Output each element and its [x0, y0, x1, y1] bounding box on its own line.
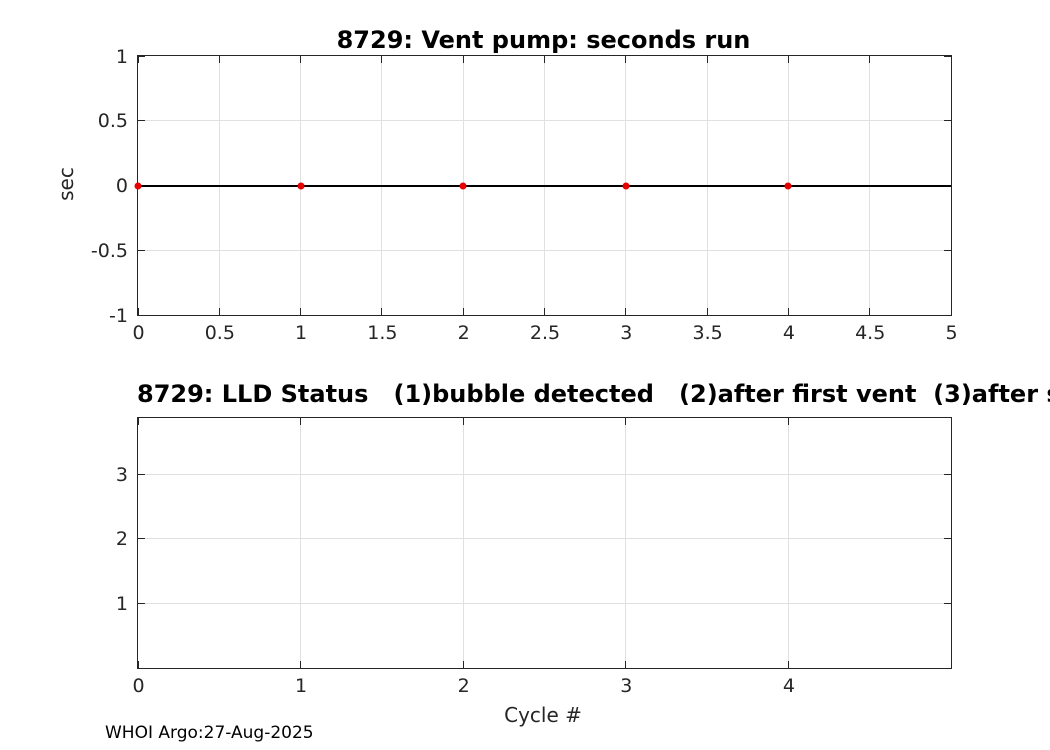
- y-tick-label: 0.5: [97, 110, 128, 133]
- x-tick-label: 4: [782, 322, 795, 344]
- y-tick-label: 1: [115, 592, 128, 615]
- y-tick-mark: [944, 602, 951, 604]
- x-gridline: [300, 418, 302, 668]
- x-tick-mark: [544, 56, 545, 63]
- vent-pump-chart-title: 8729: Vent pump: seconds run: [336, 26, 751, 54]
- x-tick-label: 5: [945, 322, 958, 344]
- x-tick-mark: [625, 418, 627, 425]
- x-tick-mark: [625, 661, 627, 668]
- x-tick-label: 4: [782, 675, 795, 697]
- x-tick-mark: [462, 308, 464, 315]
- x-tick-mark: [869, 308, 871, 315]
- y-tick-mark: [138, 473, 145, 475]
- x-tick-label: 1: [295, 322, 308, 344]
- x-tick-mark: [137, 418, 139, 425]
- x-tick-mark: [544, 308, 545, 315]
- x-tick-mark: [706, 56, 708, 63]
- y-tick-mark: [138, 120, 145, 122]
- x-gridline: [625, 418, 627, 668]
- x-tick-mark: [300, 56, 302, 63]
- y-tick-mark: [138, 55, 145, 57]
- x-tick-mark: [950, 308, 952, 315]
- lld-status-chart-title: 8729: LLD Status (1)bubble detected (2)a…: [137, 380, 1050, 408]
- x-tick-mark: [462, 661, 464, 668]
- y-gridline: [138, 538, 951, 540]
- y-tick-label: 3: [115, 463, 128, 486]
- y-gridline: [138, 602, 951, 604]
- x-tick-label: 0: [132, 322, 145, 344]
- y-tick-label: -1: [109, 304, 128, 327]
- x-tick-mark: [381, 56, 383, 63]
- x-gridline: [787, 418, 789, 668]
- y-tick-mark: [944, 473, 951, 475]
- x-tick-mark: [462, 56, 464, 63]
- data-point: [297, 182, 305, 189]
- y-tick-mark: [944, 249, 951, 251]
- x-tick-mark: [300, 308, 302, 315]
- y-tick-label: 0: [115, 175, 128, 197]
- x-tick-mark: [381, 308, 383, 315]
- x-tick-mark: [137, 308, 139, 315]
- y-tick-mark: [944, 55, 951, 57]
- y-gridline: [138, 473, 951, 475]
- y-tick-mark: [944, 314, 951, 316]
- x-tick-mark: [950, 56, 952, 63]
- x-tick-label: 3: [620, 675, 633, 697]
- y-tick-label: 1: [115, 45, 128, 68]
- lld-status-plot-area: [137, 417, 952, 669]
- data-point: [622, 182, 630, 189]
- data-point: [134, 182, 142, 189]
- x-tick-label: 1.5: [367, 322, 398, 344]
- y-tick-mark: [138, 314, 145, 316]
- x-tick-mark: [300, 661, 302, 668]
- y-gridline: [138, 249, 951, 251]
- x-tick-mark: [218, 308, 220, 315]
- x-tick-mark: [787, 308, 789, 315]
- y-gridline: [138, 120, 951, 122]
- x-tick-label: 2: [457, 322, 470, 344]
- x-tick-label: 3.5: [692, 322, 723, 344]
- x-tick-mark: [462, 418, 464, 425]
- x-tick-mark: [625, 56, 627, 63]
- y-tick-label: 2: [115, 528, 128, 551]
- x-tick-label: 1: [295, 675, 308, 697]
- x-tick-mark: [787, 418, 789, 425]
- x-tick-label: 3: [620, 322, 633, 344]
- x-tick-mark: [137, 56, 139, 63]
- data-point: [459, 182, 467, 189]
- x-tick-mark: [137, 661, 139, 668]
- watermark-text: WHOI Argo:27-Aug-2025: [105, 723, 314, 743]
- y-tick-mark: [138, 538, 145, 540]
- x-axis-label-cycle: Cycle #: [504, 703, 582, 727]
- x-tick-mark: [706, 308, 708, 315]
- vent-pump-plot-area: [134, 55, 952, 316]
- x-gridline: [462, 418, 464, 668]
- y-tick-mark: [944, 538, 951, 540]
- y-tick-mark: [138, 249, 145, 251]
- zero-line: [138, 184, 951, 187]
- y-tick-mark: [138, 602, 145, 604]
- x-tick-label: 0.5: [204, 322, 235, 344]
- x-tick-label: 2: [457, 675, 470, 697]
- x-tick-mark: [625, 308, 627, 315]
- x-tick-label: 2.5: [529, 322, 561, 344]
- y-tick-label: -0.5: [90, 239, 128, 262]
- x-tick-mark: [300, 418, 302, 425]
- x-tick-mark: [869, 56, 871, 63]
- x-tick-mark: [787, 56, 789, 63]
- x-tick-mark: [218, 56, 220, 63]
- x-tick-label: 4.5: [855, 322, 886, 344]
- x-tick-mark: [787, 661, 789, 668]
- y-tick-mark: [944, 120, 951, 122]
- data-point: [784, 182, 792, 189]
- x-tick-label: 0: [132, 675, 145, 697]
